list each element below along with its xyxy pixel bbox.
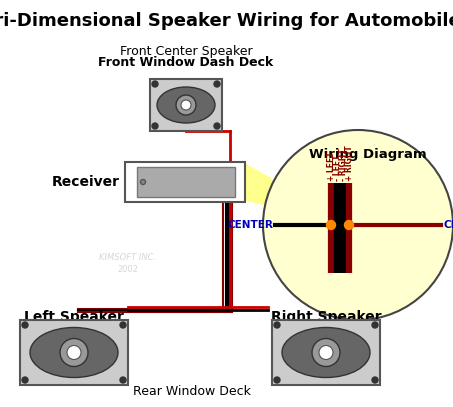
Text: + RIGHT: + RIGHT xyxy=(344,145,353,181)
Text: Front Window Dash Deck: Front Window Dash Deck xyxy=(98,56,274,69)
Text: Front Center Speaker: Front Center Speaker xyxy=(120,45,252,58)
FancyBboxPatch shape xyxy=(150,79,222,131)
Text: Receiver: Receiver xyxy=(52,175,120,189)
Text: + LEFT: + LEFT xyxy=(327,151,336,181)
Text: Tri-Dimensional Speaker Wiring for Automobile:: Tri-Dimensional Speaker Wiring for Autom… xyxy=(0,12,453,30)
Circle shape xyxy=(60,339,88,366)
Text: - LEFT: - LEFT xyxy=(333,155,342,181)
FancyBboxPatch shape xyxy=(125,162,245,202)
Circle shape xyxy=(263,130,453,320)
Ellipse shape xyxy=(282,328,370,378)
Circle shape xyxy=(22,377,28,383)
Circle shape xyxy=(372,322,378,328)
FancyBboxPatch shape xyxy=(20,320,128,385)
Text: Wiring Diagram: Wiring Diagram xyxy=(309,148,427,161)
Text: Rear Window Deck: Rear Window Deck xyxy=(133,385,251,398)
Circle shape xyxy=(120,377,126,383)
Circle shape xyxy=(120,322,126,328)
Polygon shape xyxy=(245,164,353,225)
Circle shape xyxy=(274,377,280,383)
Text: KIMSOFT INC.: KIMSOFT INC. xyxy=(100,254,157,263)
Circle shape xyxy=(312,339,340,366)
Circle shape xyxy=(152,81,158,87)
Circle shape xyxy=(319,346,333,359)
Ellipse shape xyxy=(157,87,215,123)
Circle shape xyxy=(181,100,191,110)
Circle shape xyxy=(327,221,336,230)
Circle shape xyxy=(152,123,158,129)
FancyBboxPatch shape xyxy=(137,167,235,197)
Circle shape xyxy=(372,377,378,383)
Text: CENTER: CENTER xyxy=(227,220,273,230)
Text: CENTER: CENTER xyxy=(443,220,453,230)
Text: Right Speaker: Right Speaker xyxy=(271,310,381,324)
Circle shape xyxy=(214,81,220,87)
Circle shape xyxy=(344,221,353,230)
FancyBboxPatch shape xyxy=(272,320,380,385)
Text: Left Speaker: Left Speaker xyxy=(24,310,124,324)
Circle shape xyxy=(214,123,220,129)
Text: - RIGHT: - RIGHT xyxy=(338,149,347,181)
Circle shape xyxy=(22,322,28,328)
Circle shape xyxy=(274,322,280,328)
Circle shape xyxy=(176,95,196,115)
Text: 2002: 2002 xyxy=(117,265,139,274)
Circle shape xyxy=(140,179,145,184)
Circle shape xyxy=(67,346,81,359)
Ellipse shape xyxy=(30,328,118,378)
